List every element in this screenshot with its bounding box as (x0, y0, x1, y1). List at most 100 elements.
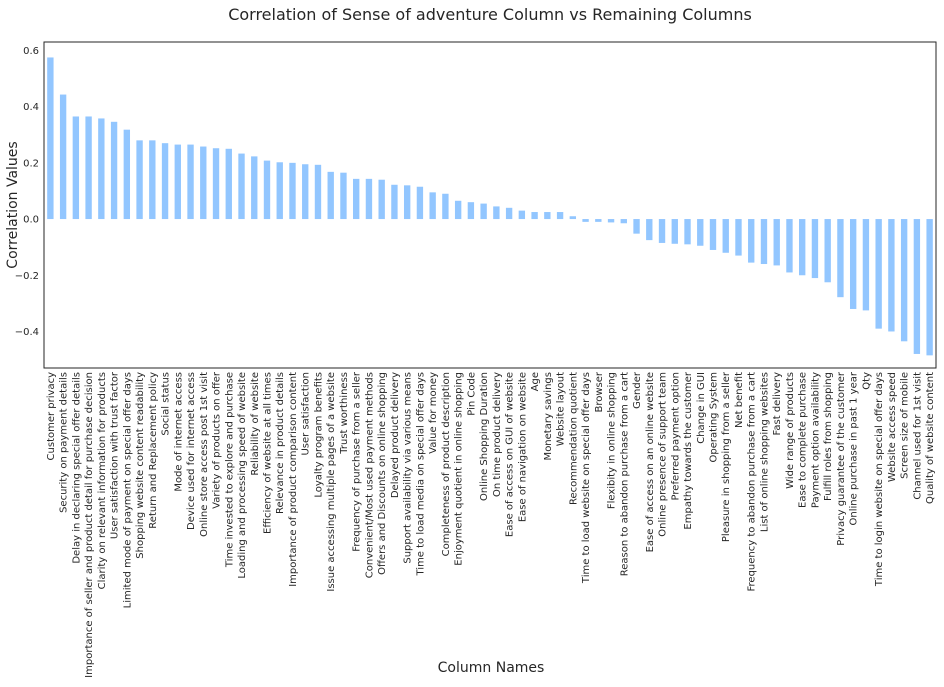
bar (263, 160, 271, 220)
bar (403, 185, 411, 220)
bar (327, 171, 334, 220)
bar (633, 219, 640, 234)
bar (429, 192, 436, 220)
bar (658, 219, 666, 243)
bar (837, 219, 844, 298)
bar (684, 219, 691, 245)
bar (722, 219, 729, 253)
x-tick-label: Importance of seller and product detail … (84, 372, 95, 678)
x-tick-label: Flexibity in online shopping (607, 372, 618, 509)
bar (98, 118, 105, 220)
chart-title: Correlation of Sense of adventure Column… (228, 5, 752, 24)
bar (607, 219, 615, 223)
bar (365, 178, 373, 220)
x-tick-label: Relevance in product details (275, 372, 286, 514)
x-axis-label: Column Names (438, 660, 545, 676)
x-tick-label: List of online shopping websites (759, 372, 770, 532)
x-tick-label: Efficiency of website at all times (263, 372, 274, 534)
bar (340, 172, 347, 220)
bar (353, 178, 360, 220)
x-tick-label: Ease of access on an online website (645, 372, 656, 552)
x-tick-label: User satisfaction (301, 372, 312, 456)
bar (620, 219, 627, 224)
y-axis-label: Correlation Values (5, 141, 21, 268)
x-tick-label: Ease of access on GUI of website (505, 372, 516, 537)
bar (544, 212, 551, 220)
x-tick-label: Time to load website on special offer da… (581, 372, 592, 584)
bar (556, 212, 564, 220)
y-tick-label: −0.4 (15, 327, 39, 338)
x-tick-label: Pleasure in shopping from a seller (721, 371, 732, 542)
bar (314, 164, 322, 220)
bar (505, 207, 513, 220)
x-tick-label: Reason to abandon purchase from a cart (619, 372, 630, 576)
x-tick-label: Time invested to explore and purchase (224, 372, 235, 568)
bar (926, 219, 933, 356)
bar (149, 140, 156, 220)
bar (480, 203, 487, 220)
x-tick-label: Ease to complete purchase (798, 372, 809, 508)
x-tick-label: Qty (861, 372, 872, 390)
bar (748, 219, 755, 263)
x-tick-label: Customer privacy (46, 372, 57, 461)
x-tick-label: Fast delivery (772, 372, 783, 436)
x-tick-label: Offers and Discounts on online shopping (377, 372, 388, 575)
bar (518, 210, 526, 220)
x-tick-label: Gender (632, 371, 643, 409)
x-tick-label: Ease of navigation on website (517, 372, 528, 522)
y-tick-label: 0.2 (23, 158, 39, 169)
bar (493, 206, 500, 220)
x-tick-label: Social status (161, 372, 172, 436)
bar (811, 219, 819, 279)
x-tick-label: Delay in declaring special offer details (71, 372, 82, 564)
x-tick-label: Website access speed (887, 372, 898, 482)
x-tick-label: Value for money (428, 372, 439, 454)
x-tick-label: Convenient/Most used payment methods (364, 372, 375, 578)
bar (225, 148, 232, 220)
x-tick-label: Preferred payment option (670, 372, 681, 500)
x-tick-label: Payment option availability (810, 372, 821, 508)
bar (59, 94, 67, 220)
x-tick-label: Frequency of purchase from a seller (352, 371, 363, 552)
bar (85, 116, 92, 220)
bar (595, 219, 602, 222)
bar (875, 219, 882, 329)
bar (302, 164, 309, 220)
y-tick-label: 0.4 (23, 102, 39, 113)
x-tick-label: Online store access post 1st visit (199, 372, 210, 537)
bar (289, 162, 296, 220)
x-tick-label: Time to load media on special offer days (415, 372, 426, 577)
x-tick-label: Delayed product delivery (390, 372, 401, 498)
x-tick-label: Shopping website content readability (135, 372, 146, 559)
bar (582, 219, 589, 222)
x-tick-label: Loading and processing speed of website (237, 372, 248, 579)
bar (442, 193, 449, 220)
bar (72, 116, 80, 220)
bar (671, 219, 678, 244)
x-tick-label: Limited mode of payment on special offer… (122, 372, 133, 608)
bar (697, 219, 704, 246)
x-tick-label: Pin Code (466, 372, 477, 416)
x-tick-label: Net benefit (734, 372, 745, 428)
bar (416, 186, 424, 220)
bar (276, 162, 283, 220)
x-tick-label: Online Shopping Duration (479, 372, 490, 501)
bar (174, 144, 181, 220)
bar (200, 146, 207, 220)
x-tick-label: Issue accessing multiple pages of a webs… (326, 372, 337, 592)
x-tick-label: Completeness of product description (441, 372, 452, 556)
bar (760, 219, 768, 265)
bar (110, 121, 118, 220)
x-tick-label: Quality of website content (925, 372, 936, 504)
x-tick-label: Channel used for 1st visit (912, 372, 923, 500)
bar (391, 184, 398, 220)
x-tick-label: Monetary savings (543, 372, 554, 460)
x-ticks: Customer privacy Security on payment deta… (46, 371, 936, 678)
x-tick-label: Importance of product comparison content (288, 372, 299, 587)
bar (454, 200, 462, 220)
x-tick-label: Mode of internet access (173, 372, 184, 492)
x-tick-label: Security on payment details (59, 372, 70, 513)
bar (849, 219, 857, 309)
x-tick-label: Return and Replacement policy (148, 372, 159, 529)
